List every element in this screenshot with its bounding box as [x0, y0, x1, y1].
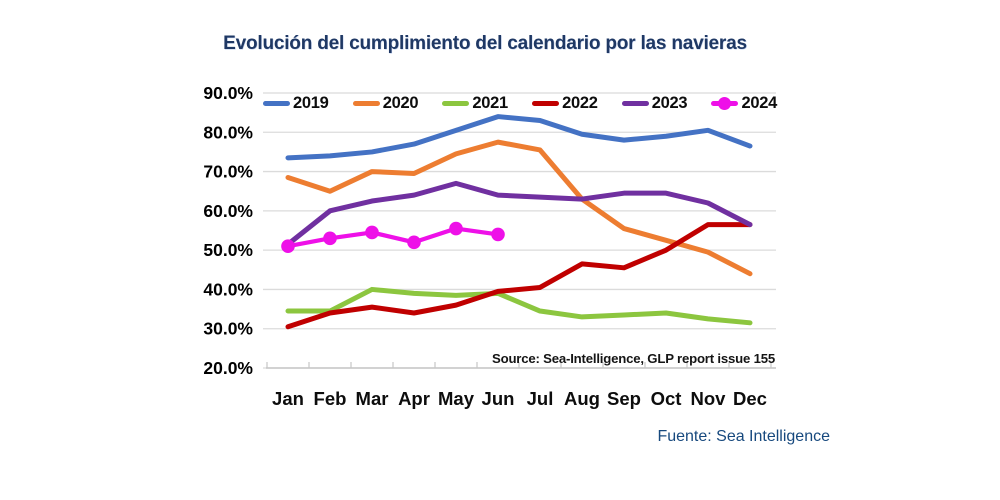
series-line-2023 — [285, 180, 753, 247]
x-axis-month-label: Dec — [733, 388, 767, 409]
y-axis-tick-label: 80.0% — [203, 122, 253, 142]
y-axis-tick-label: 30.0% — [203, 319, 253, 339]
legend-label: 2022 — [562, 93, 598, 112]
y-axis-tick-label: 70.0% — [203, 162, 253, 182]
legend-line-swatch — [352, 100, 380, 106]
x-axis-month-label: Oct — [651, 388, 682, 409]
footer-note: Fuente: Sea Intelligence — [657, 428, 830, 445]
series-marker-2024 — [407, 235, 421, 250]
legend-line-swatch — [711, 96, 739, 110]
chart-title: Evolución del cumplimiento del calendari… — [223, 33, 747, 54]
legend-line-swatch — [532, 100, 560, 106]
legend-item-2022: 2022 — [532, 94, 598, 113]
series-line-2024 — [285, 226, 501, 249]
legend-item-2024: 2024 — [711, 94, 777, 113]
x-axis-month-label: Jan — [272, 388, 304, 409]
legend-label: 2021 — [472, 93, 508, 112]
series-line-2020 — [285, 139, 753, 277]
series-line-2019 — [285, 114, 753, 161]
x-axis-month-label: Aug — [564, 388, 600, 409]
x-axis-month-label: Jun — [482, 388, 515, 409]
legend-label: 2020 — [382, 93, 419, 112]
source-note: Source: Sea-Intelligence, GLP report iss… — [492, 351, 775, 366]
legend-marker-dot — [718, 96, 732, 110]
series-marker-2024 — [491, 227, 505, 242]
y-axis-tick-label: 60.0% — [203, 201, 253, 221]
series-marker-2024 — [365, 225, 379, 240]
x-axis-month-label: Apr — [398, 388, 430, 409]
legend-item-2023: 2023 — [621, 93, 688, 113]
y-axis-tick-label: 50.0% — [203, 240, 253, 260]
x-axis-month-label: May — [438, 388, 475, 409]
legend-line-swatch — [621, 100, 649, 106]
legend-line-swatch — [263, 100, 290, 106]
legend-line-swatch — [442, 100, 470, 106]
y-axis-tick-label: 90.0% — [203, 83, 253, 103]
y-axis-tick-label: 40.0% — [203, 279, 253, 299]
legend-label: 2024 — [741, 93, 777, 112]
series-line-2021 — [285, 286, 753, 326]
x-axis-month-label: Nov — [691, 388, 727, 409]
series-line-2022 — [285, 222, 753, 330]
legend-item-2021: 2021 — [442, 94, 508, 113]
chart-legend: 2019 2020 2021 2022 2023 2024 — [263, 93, 777, 113]
legend-label: 2019 — [293, 93, 329, 112]
x-axis-month-label: Feb — [314, 388, 347, 409]
x-axis-month-label: Mar — [356, 388, 389, 409]
legend-item-2020: 2020 — [352, 93, 419, 113]
legend-label: 2023 — [651, 93, 688, 112]
series-marker-2024 — [449, 221, 463, 236]
x-axis-month-label: Sep — [607, 388, 641, 409]
y-axis-tick-label: 20.0% — [203, 358, 253, 378]
series-marker-2024 — [281, 239, 295, 254]
series-marker-2024 — [323, 231, 337, 246]
legend-item-2019: 2019 — [263, 94, 329, 113]
x-axis-month-label: Jul — [527, 388, 554, 409]
